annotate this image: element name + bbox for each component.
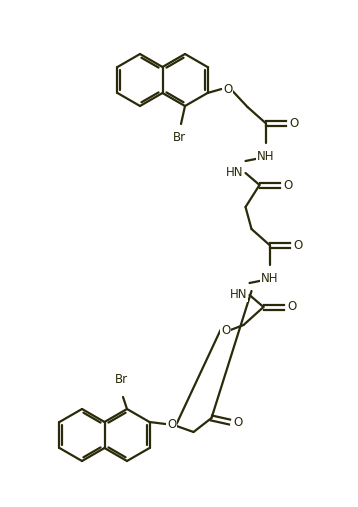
Text: HN: HN — [230, 288, 247, 301]
Text: O: O — [233, 416, 242, 428]
Text: HN: HN — [226, 166, 243, 179]
Text: O: O — [221, 323, 230, 337]
Text: O: O — [289, 117, 298, 129]
Text: O: O — [287, 301, 296, 313]
Text: NH: NH — [257, 150, 274, 163]
Text: O: O — [283, 178, 292, 192]
Text: O: O — [293, 238, 302, 251]
Text: Br: Br — [115, 373, 127, 386]
Text: O: O — [167, 417, 176, 430]
Text: O: O — [223, 83, 232, 95]
Text: Br: Br — [173, 131, 185, 144]
Text: NH: NH — [261, 272, 278, 285]
